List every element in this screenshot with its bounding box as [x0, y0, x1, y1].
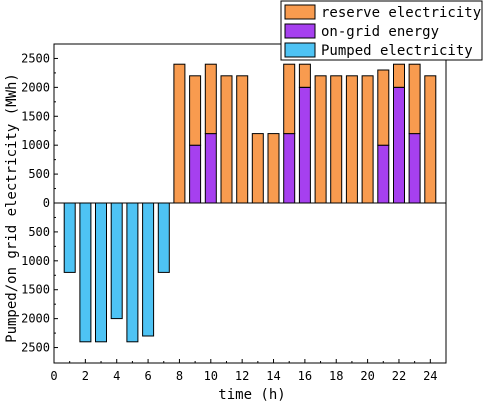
y-tick-label: 2500 — [21, 341, 50, 355]
legend-label-reserve-electricity: reserve electricity — [321, 5, 481, 21]
axes-group: 2500200015001000500050010001500200025000… — [21, 43, 447, 383]
x-axis-title: time (h) — [218, 387, 285, 403]
bar-pumped-electricity-h1 — [63, 202, 76, 273]
bar-reserve-electricity-h13 — [251, 133, 264, 204]
x-tick-label: 8 — [176, 369, 183, 383]
bar-on-grid-energy-h21 — [377, 144, 390, 204]
bar-reserve-electricity-h23 — [408, 63, 421, 135]
bar-on-grid-energy-h16 — [298, 86, 311, 204]
bar-pumped-electricity-h5 — [126, 202, 139, 343]
x-tick-label: 20 — [360, 369, 374, 383]
bar-reserve-electricity-h15 — [283, 63, 296, 135]
y-tick-label: 2000 — [21, 312, 50, 326]
y-axis-title: Pumped/on grid electricity (MWh) — [4, 73, 20, 343]
legend-swatch-reserve-electricity — [284, 4, 316, 20]
bar-reserve-electricity-h16 — [298, 63, 311, 88]
x-tick-label: 0 — [50, 369, 57, 383]
bar-on-grid-energy-h9 — [189, 144, 202, 204]
bar-pumped-electricity-h4 — [110, 202, 123, 320]
y-tick-label: 1500 — [21, 283, 50, 297]
bar-reserve-electricity-h19 — [345, 75, 358, 204]
legend-swatch-on-grid-energy — [284, 23, 316, 39]
x-tick-label: 4 — [113, 369, 120, 383]
bar-on-grid-energy-h10 — [204, 133, 217, 204]
bar-reserve-electricity-h11 — [220, 75, 233, 204]
x-tick-label: 14 — [266, 369, 280, 383]
bar-reserve-electricity-h20 — [361, 75, 374, 204]
bar-reserve-electricity-h12 — [236, 75, 249, 204]
bar-on-grid-energy-h22 — [393, 86, 405, 204]
y-tick-label: 1000 — [21, 138, 50, 152]
x-tick-label: 10 — [204, 369, 218, 383]
x-tick-label: 2 — [82, 369, 89, 383]
bar-reserve-electricity-h8 — [173, 63, 186, 204]
y-tick-label: 1000 — [21, 254, 50, 268]
x-tick-label: 12 — [235, 369, 249, 383]
bar-on-grid-energy-h23 — [408, 133, 421, 204]
bar-reserve-electricity-h14 — [267, 133, 280, 204]
bar-reserve-electricity-h18 — [330, 75, 343, 204]
y-tick-label: 1500 — [21, 109, 50, 123]
legend-label-on-grid-energy: on-grid energy — [321, 24, 439, 40]
y-tick-label: 2000 — [21, 80, 50, 94]
bar-pumped-electricity-h6 — [142, 202, 155, 337]
x-tick-label: 24 — [423, 369, 437, 383]
x-tick-label: 6 — [144, 369, 151, 383]
y-tick-label: 2500 — [21, 51, 50, 65]
y-tick-label: 500 — [28, 167, 50, 181]
bar-reserve-electricity-h17 — [314, 75, 327, 204]
bar-reserve-electricity-h24 — [424, 75, 437, 204]
bar-reserve-electricity-h22 — [393, 63, 405, 88]
x-tick-label: 18 — [329, 369, 343, 383]
bar-reserve-electricity-h21 — [377, 69, 390, 146]
bar-pumped-electricity-h2 — [79, 202, 92, 343]
legend-label-pumped-electricity: Pumped electricity — [321, 43, 473, 59]
bar-reserve-electricity-h9 — [189, 75, 202, 146]
x-tick-label: 22 — [392, 369, 406, 383]
legend: reserve electricity on-grid energy Pumped … — [280, 0, 483, 61]
y-tick-label: 500 — [28, 225, 50, 239]
y-tick-label: 0 — [43, 196, 50, 210]
bars-group — [63, 63, 437, 343]
x-tick-label: 16 — [298, 369, 312, 383]
bar-on-grid-energy-h15 — [283, 133, 296, 204]
bar-reserve-electricity-h10 — [204, 63, 217, 135]
legend-swatch-pumped-electricity — [284, 42, 316, 58]
bar-pumped-electricity-h7 — [157, 202, 170, 273]
bar-pumped-electricity-h3 — [95, 202, 107, 343]
